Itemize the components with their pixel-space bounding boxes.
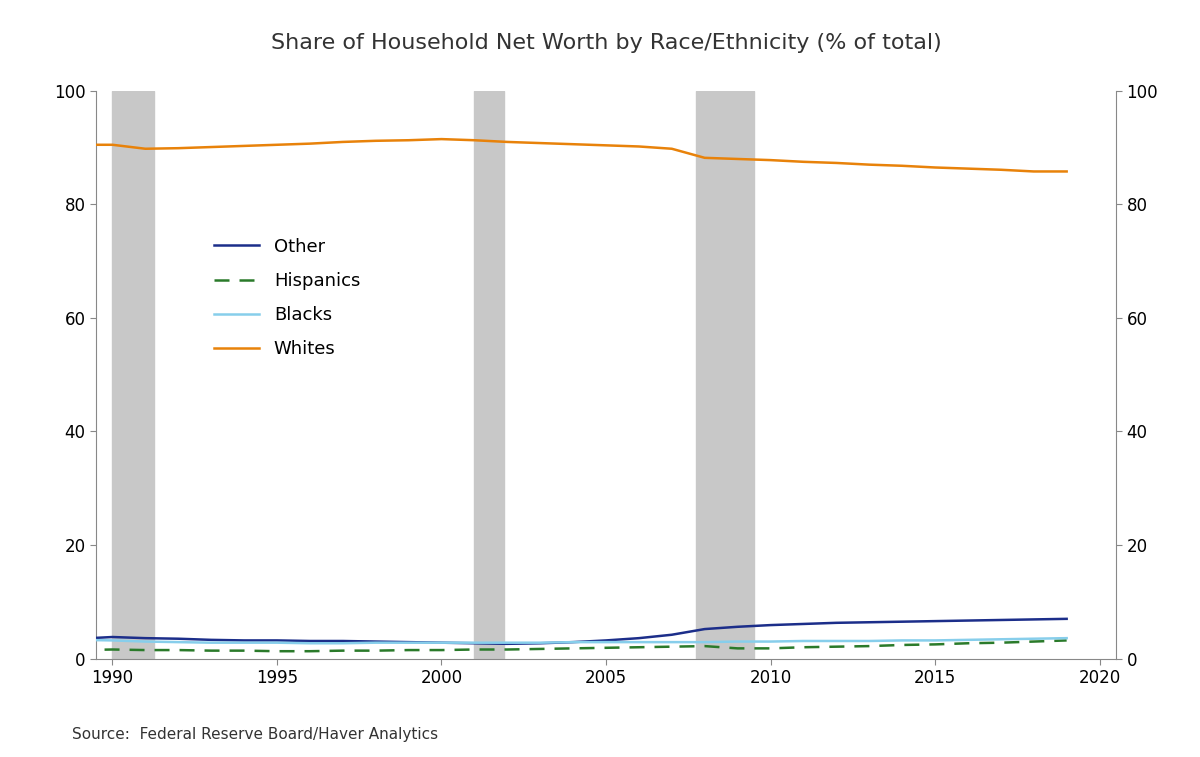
Bar	[696, 91, 754, 659]
Text: Source:  Federal Reserve Board/Haver Analytics: Source: Federal Reserve Board/Haver Anal…	[72, 727, 438, 742]
Bar	[113, 91, 154, 659]
Bar	[474, 91, 504, 659]
Legend: Other, Hispanics, Blacks, Whites: Other, Hispanics, Blacks, Whites	[208, 230, 367, 366]
Title: Share of Household Net Worth by Race/Ethnicity (% of total): Share of Household Net Worth by Race/Eth…	[271, 33, 941, 53]
